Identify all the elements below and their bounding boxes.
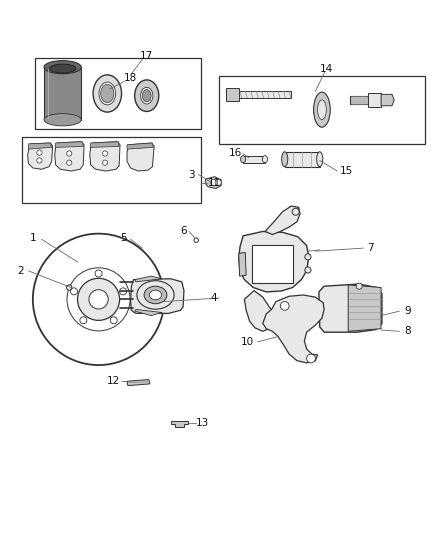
Text: 5: 5 xyxy=(120,233,127,243)
Ellipse shape xyxy=(142,90,151,102)
Circle shape xyxy=(305,254,311,260)
Polygon shape xyxy=(243,156,265,163)
Polygon shape xyxy=(348,285,381,332)
Text: 2: 2 xyxy=(18,266,25,276)
Ellipse shape xyxy=(262,156,268,163)
Ellipse shape xyxy=(101,84,114,103)
Ellipse shape xyxy=(93,75,122,112)
Polygon shape xyxy=(226,91,291,98)
Text: 14: 14 xyxy=(320,63,333,74)
Ellipse shape xyxy=(141,87,153,104)
Text: 3: 3 xyxy=(188,169,195,180)
Polygon shape xyxy=(28,143,52,149)
Circle shape xyxy=(67,160,72,165)
Ellipse shape xyxy=(49,64,76,73)
Ellipse shape xyxy=(137,281,174,309)
Circle shape xyxy=(110,317,117,324)
Ellipse shape xyxy=(282,152,288,167)
Circle shape xyxy=(78,278,120,320)
Ellipse shape xyxy=(135,80,159,111)
Text: 12: 12 xyxy=(106,376,120,386)
Polygon shape xyxy=(285,152,320,167)
Polygon shape xyxy=(205,177,221,189)
Circle shape xyxy=(305,267,311,273)
Polygon shape xyxy=(90,142,120,171)
Text: 17: 17 xyxy=(140,51,153,61)
Ellipse shape xyxy=(314,92,330,127)
Circle shape xyxy=(211,179,217,185)
Circle shape xyxy=(37,150,42,155)
Ellipse shape xyxy=(149,290,162,300)
Circle shape xyxy=(89,290,108,309)
Circle shape xyxy=(292,208,299,215)
Circle shape xyxy=(307,354,315,363)
Circle shape xyxy=(80,317,87,324)
Circle shape xyxy=(102,160,108,165)
Text: 9: 9 xyxy=(404,306,411,316)
Text: 4: 4 xyxy=(210,293,217,303)
Text: 15: 15 xyxy=(339,166,353,176)
Text: 11: 11 xyxy=(208,178,221,188)
Polygon shape xyxy=(239,253,246,276)
Circle shape xyxy=(356,283,362,289)
Polygon shape xyxy=(244,290,274,332)
Polygon shape xyxy=(28,143,53,169)
Text: 6: 6 xyxy=(180,225,187,236)
Circle shape xyxy=(37,158,42,163)
Polygon shape xyxy=(265,206,300,235)
Ellipse shape xyxy=(44,61,81,74)
Circle shape xyxy=(67,285,72,290)
Text: 7: 7 xyxy=(367,243,374,253)
Circle shape xyxy=(280,302,289,310)
Ellipse shape xyxy=(144,286,167,304)
Polygon shape xyxy=(127,379,150,386)
Ellipse shape xyxy=(317,152,323,167)
Circle shape xyxy=(215,179,221,185)
Polygon shape xyxy=(263,295,324,363)
Polygon shape xyxy=(350,96,368,104)
Ellipse shape xyxy=(240,156,246,163)
Polygon shape xyxy=(91,142,119,147)
Circle shape xyxy=(67,151,72,156)
Polygon shape xyxy=(127,143,153,149)
Circle shape xyxy=(120,288,127,295)
Polygon shape xyxy=(368,93,381,107)
Polygon shape xyxy=(55,142,84,171)
Text: 18: 18 xyxy=(124,73,137,83)
Circle shape xyxy=(71,288,78,295)
Polygon shape xyxy=(319,284,382,332)
Polygon shape xyxy=(44,67,81,120)
Text: 16: 16 xyxy=(229,149,242,158)
Polygon shape xyxy=(131,279,184,313)
Text: 10: 10 xyxy=(241,337,254,347)
Text: 13: 13 xyxy=(196,418,209,429)
Ellipse shape xyxy=(99,82,116,105)
Text: 1: 1 xyxy=(29,233,36,243)
Text: 8: 8 xyxy=(404,326,411,336)
Polygon shape xyxy=(127,143,154,171)
Polygon shape xyxy=(252,245,293,283)
Circle shape xyxy=(194,238,198,243)
Polygon shape xyxy=(381,94,394,106)
Polygon shape xyxy=(239,231,309,292)
Polygon shape xyxy=(135,310,162,316)
Ellipse shape xyxy=(44,114,81,126)
Polygon shape xyxy=(171,421,188,427)
Polygon shape xyxy=(226,88,239,101)
Circle shape xyxy=(95,270,102,277)
Polygon shape xyxy=(56,142,83,147)
Ellipse shape xyxy=(318,100,326,119)
Circle shape xyxy=(102,151,108,156)
Polygon shape xyxy=(135,276,162,282)
